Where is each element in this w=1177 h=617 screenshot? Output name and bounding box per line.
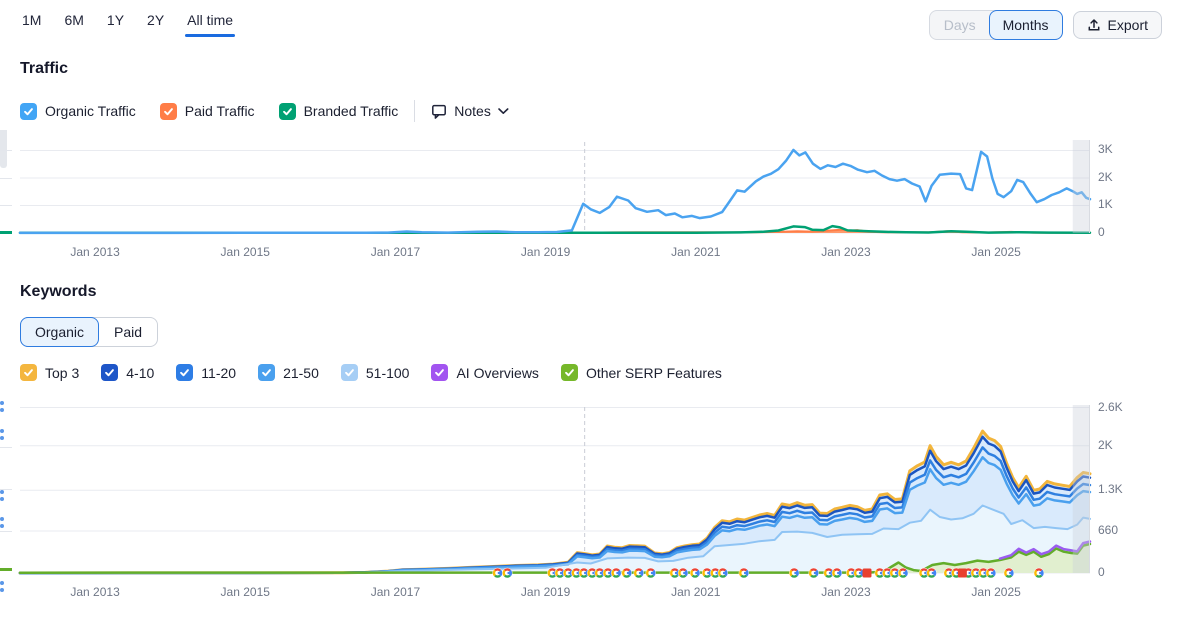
x-axis-label: Jan 2021 [671,585,721,599]
granularity-months-button[interactable]: Months [988,10,1063,40]
y-axis-label: 2K [1098,437,1113,452]
checkbox-ai-overviews[interactable] [431,364,449,381]
keywords-tab-organic[interactable]: Organic [20,317,100,347]
checkbox-top-3[interactable] [20,364,37,381]
left-edge-artifact [0,429,4,433]
checkbox-branded-traffic[interactable] [278,102,296,120]
range-tab-1y[interactable]: 1Y [106,12,125,28]
left-edge-artifact [0,447,12,448]
granularity-days-button[interactable]: Days [930,11,990,39]
y-axis-label: 2.6K [1098,399,1123,414]
legend-item-organic-traffic[interactable]: Organic Traffic [20,102,136,120]
legend-divider [414,100,416,122]
range-tab-6m[interactable]: 6M [64,12,84,28]
chevron-down-icon [498,107,509,114]
export-icon [1088,19,1099,31]
x-axis-label: Jan 2015 [220,245,270,259]
keywords-section-title: Keywords [20,283,97,300]
x-axis-label: Jan 2015 [220,585,270,599]
y-axis-label: 0 [1098,565,1105,579]
legend-item-4-10[interactable]: 4-10 [101,364,154,381]
checkbox-paid-traffic[interactable] [159,102,177,120]
x-axis-label: Jan 2013 [70,585,120,599]
x-axis-label: Jan 2017 [370,585,421,599]
traffic-trend-chart[interactable]: Jan 2013 Jan 2015 Jan 2017 Jan 2019 Jan 2021… [0,140,1177,272]
left-edge-artifact [0,150,12,151]
checkbox-organic-traffic[interactable] [20,102,37,120]
x-axis-label: Jan 2023 [821,585,871,599]
keywords-legend: Top 3 4-10 11-20 21-50 51-100 AI Overviews Oth… [20,364,722,381]
legend-item-top-3[interactable]: Top 3 [20,364,79,381]
range-tabs: 1M 6M 1Y 2Y All time [20,10,235,37]
keywords-type-toggle: Organic Paid [20,317,159,347]
y-axis-label: 0 [1098,225,1105,239]
legend-item-51-100[interactable]: 51-100 [340,364,410,381]
checkbox-4-10[interactable] [101,364,119,381]
left-edge-artifact [0,531,12,532]
legend-label: 4-10 [126,364,155,381]
keywords-trend-chart[interactable]: Jan 2013 Jan 2015 Jan 2017 Jan 2019 Jan 2021… [0,400,1177,617]
legend-label: Other SERP Features [585,364,722,381]
export-button[interactable]: Export [1072,11,1162,39]
left-edge-artifact [0,568,12,571]
legend-label: AI Overviews [456,364,539,381]
legend-label: Organic Traffic [45,103,136,119]
range-tab-2y[interactable]: 2Y [147,12,165,28]
y-axis-label: 1K [1098,197,1113,212]
left-edge-artifact [0,517,4,521]
legend-label: 51-100 [365,364,410,381]
left-edge-artifact [0,489,12,490]
x-axis-label: Jan 2017 [370,245,421,259]
legend-item-branded-traffic[interactable]: Branded Traffic [278,102,399,120]
checkbox-51-100[interactable] [340,364,358,381]
x-axis-label: Jan 2025 [971,585,1021,599]
legend-item-other-serp-features[interactable]: Other SERP Features [560,364,722,381]
checkbox-other-serp-features[interactable] [560,364,578,381]
left-edge-artifact [0,130,7,168]
x-axis-label: Jan 2013 [70,245,120,259]
legend-label: Branded Traffic [303,103,399,119]
x-axis-label: Jan 2019 [520,585,571,599]
notes-label: Notes [454,103,491,119]
left-edge-artifact [0,178,12,179]
legend-label: Top 3 [45,364,80,381]
legend-item-11-20[interactable]: 11-20 [176,364,236,381]
x-axis-label: Jan 2019 [520,245,571,259]
left-edge-artifact [0,490,4,494]
export-label: Export [1107,17,1148,33]
x-axis-label: Jan 2023 [821,245,871,259]
granularity-toggle: Days Months [928,10,1063,40]
legend-item-21-50[interactable]: 21-50 [258,364,319,381]
x-axis-label: Jan 2025 [971,245,1021,259]
legend-item-paid-traffic[interactable]: Paid Traffic [159,102,255,120]
toolbar: 1M 6M 1Y 2Y All time Days Months Export [20,0,1162,40]
traffic-section-title: Traffic [20,60,69,77]
legend-label: 11-20 [201,364,237,381]
y-axis-label: 1.3K [1098,482,1123,497]
left-edge-artifact [0,205,12,206]
range-tab-all-time[interactable]: All time [185,10,235,37]
y-axis-label: 2K [1098,169,1113,184]
checkbox-11-20[interactable] [176,364,194,381]
toolbar-controls: Days Months Export [928,10,1162,40]
traffic-legend: Organic Traffic Paid Traffic Branded Traff… [20,102,399,120]
notes-dropdown[interactable]: Notes [431,103,509,119]
traffic-legend-row: Organic Traffic Paid Traffic Branded Traff… [20,100,509,122]
legend-item-ai-overviews[interactable]: AI Overviews [431,364,539,381]
left-edge-artifact [0,401,4,405]
range-tab-1m[interactable]: 1M [22,12,42,28]
left-edge-artifact [0,231,12,234]
y-axis-label: 660 [1098,523,1119,537]
legend-label: Paid Traffic [184,103,255,119]
checkbox-21-50[interactable] [258,364,276,381]
notes-icon [432,104,447,119]
y-axis-label: 3K [1098,142,1113,157]
left-edge-artifact [0,581,4,585]
keywords-legend-row: Top 3 4-10 11-20 21-50 51-100 AI Overviews Oth… [20,364,722,381]
x-axis-label: Jan 2021 [671,245,721,259]
legend-label: 21-50 [283,364,319,381]
keywords-tab-paid[interactable]: Paid [99,318,158,346]
